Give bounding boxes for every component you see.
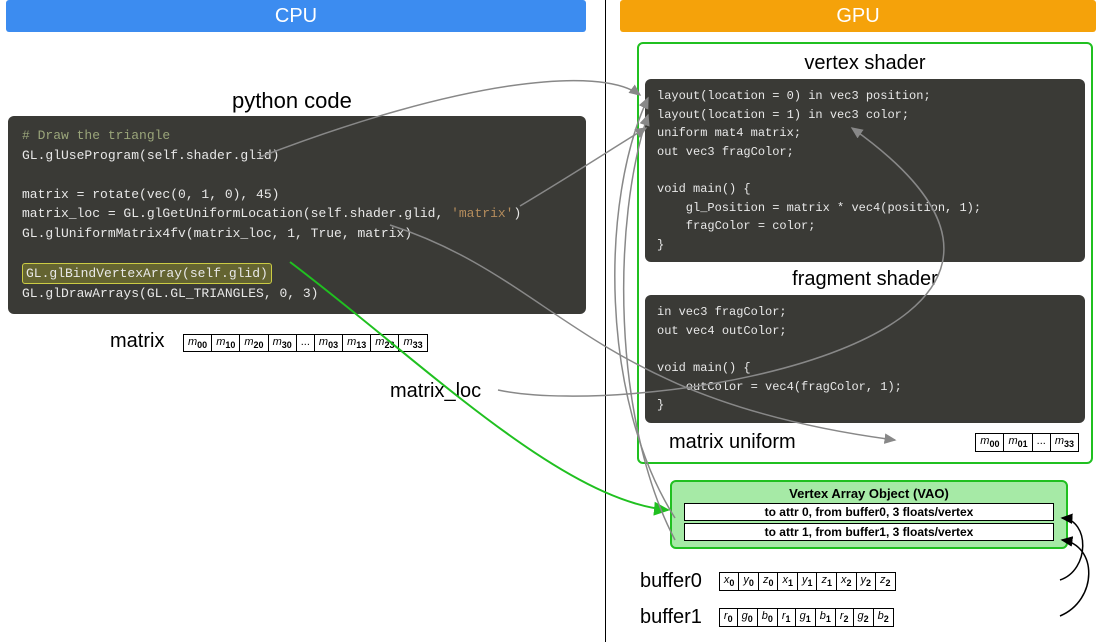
python-title: python code: [232, 88, 352, 114]
uniform-label: matrix uniform: [669, 431, 796, 454]
vao-title: Vertex Array Object (VAO): [678, 486, 1060, 501]
fragment-shader-code: in vec3 fragColor; out vec4 outColor; vo…: [645, 295, 1085, 423]
fragment-title: fragment shader: [645, 268, 1085, 291]
vao-box: Vertex Array Object (VAO) to attr 0, fro…: [670, 480, 1068, 549]
buffer0-cells: x0y0z0x1y1z1x2y2z2: [720, 572, 896, 590]
vertex-title: vertex shader: [645, 52, 1085, 75]
matrix-cells: m00m10m20m30...m03m13m23m33: [184, 334, 428, 352]
buffer1-cells: r0g0b0r1g1b1r2g2b2: [720, 608, 894, 626]
buffer0-row: buffer0 x0y0z0x1y1z1x2y2z2: [640, 570, 896, 593]
vao-row-0: to attr 0, from buffer0, 3 floats/vertex: [684, 503, 1054, 521]
uniform-row: matrix uniform m00m01...m33: [645, 429, 1085, 456]
python-code: # Draw the triangle GL.glUseProgram(self…: [8, 116, 586, 314]
buffer1-row: buffer1 r0g0b0r1g1b1r2g2b2: [640, 606, 894, 629]
matrix-loc-label: matrix_loc: [390, 380, 481, 403]
buffer1-label: buffer1: [640, 606, 702, 629]
cpu-header: CPU: [6, 0, 586, 32]
gpu-header: GPU: [620, 0, 1096, 32]
uniform-cells: m00m01...m33: [976, 433, 1079, 451]
matrix-label: matrix: [110, 330, 164, 353]
vertex-shader-code: layout(location = 0) in vec3 position; l…: [645, 79, 1085, 262]
divider: [605, 0, 606, 642]
buffer0-label: buffer0: [640, 570, 702, 593]
gpu-container: vertex shader layout(location = 0) in ve…: [637, 42, 1093, 464]
vao-row-1: to attr 1, from buffer1, 3 floats/vertex: [684, 523, 1054, 541]
